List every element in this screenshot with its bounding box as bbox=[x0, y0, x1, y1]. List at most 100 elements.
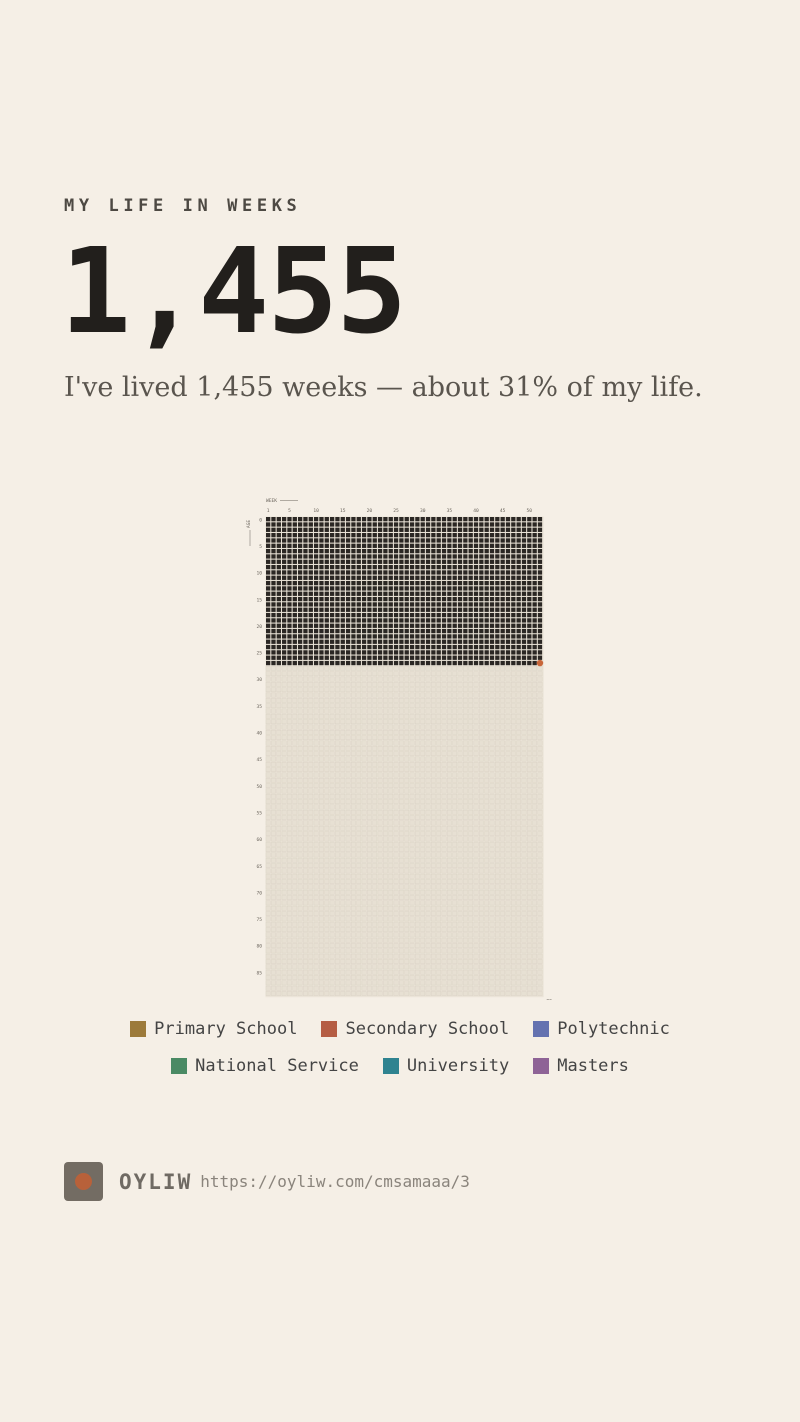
week-cell-future bbox=[521, 969, 527, 975]
week-cell-future bbox=[265, 687, 271, 693]
week-cell-future bbox=[463, 746, 468, 751]
week-cell-future bbox=[500, 692, 505, 698]
week-cell-future bbox=[351, 793, 356, 799]
week-cell-future bbox=[388, 985, 394, 991]
week-cell-future bbox=[489, 772, 495, 778]
week-cell-future bbox=[281, 932, 287, 938]
week-cell-future bbox=[516, 969, 521, 975]
week-cell-future bbox=[329, 863, 335, 868]
week-cell-future bbox=[276, 916, 282, 922]
week-cell-lived bbox=[319, 580, 324, 586]
week-cell-future bbox=[537, 756, 543, 762]
week-cell-future bbox=[292, 809, 298, 815]
week-cell-future bbox=[361, 809, 367, 815]
week-cell-lived bbox=[500, 596, 505, 602]
week-cell-future bbox=[415, 666, 420, 671]
week-cell-lived bbox=[495, 554, 500, 559]
week-cell-future bbox=[281, 964, 287, 970]
week-cell-future bbox=[526, 905, 532, 911]
week-cell-future bbox=[526, 841, 532, 847]
week-cell-lived bbox=[436, 634, 441, 639]
week-cell-future bbox=[393, 921, 399, 927]
week-cell-lived bbox=[505, 548, 511, 554]
week-cell-future bbox=[361, 879, 367, 884]
week-cell-future bbox=[276, 799, 282, 804]
week-cell-future bbox=[532, 980, 537, 986]
week-cell-lived bbox=[399, 575, 404, 580]
week-cell-future bbox=[377, 698, 383, 703]
week-cell-future bbox=[484, 985, 490, 991]
week-cell-future bbox=[425, 857, 431, 863]
week-cell-future bbox=[441, 943, 447, 948]
week-cell-lived bbox=[266, 596, 271, 602]
week-cell-future bbox=[351, 980, 356, 986]
week-cell-lived bbox=[457, 618, 463, 623]
week-cell-future bbox=[500, 815, 505, 820]
week-cell-future bbox=[516, 895, 521, 900]
brand-logo-icon[interactable] bbox=[64, 1162, 103, 1201]
week-cell-future bbox=[441, 714, 447, 719]
week-cell-future bbox=[351, 863, 356, 868]
week-cell-future bbox=[399, 809, 404, 815]
week-cell-future bbox=[521, 857, 527, 863]
week-cell-future bbox=[271, 730, 276, 735]
week-cell-future bbox=[505, 991, 511, 996]
week-cell-lived bbox=[425, 554, 431, 559]
week-cell-future bbox=[415, 884, 420, 890]
week-cell-future bbox=[340, 852, 346, 858]
week-cell-future bbox=[479, 841, 484, 847]
week-cell-future bbox=[281, 719, 287, 725]
week-cell-lived bbox=[457, 650, 463, 655]
week-cell-future bbox=[447, 879, 452, 884]
week-cell-lived bbox=[431, 522, 436, 527]
week-cell-lived bbox=[521, 607, 527, 612]
week-cell-future bbox=[532, 831, 537, 836]
week-cell-future bbox=[511, 895, 516, 900]
week-cell-future bbox=[516, 756, 521, 762]
week-cell-future bbox=[447, 969, 452, 975]
week-cell-future bbox=[495, 911, 500, 916]
week-cell-future bbox=[463, 825, 468, 831]
week-cell-future bbox=[356, 799, 362, 804]
week-cell-future bbox=[457, 991, 463, 996]
week-cell-lived bbox=[377, 548, 383, 554]
week-cell-lived bbox=[361, 596, 367, 602]
week-cell-future bbox=[436, 991, 442, 996]
week-cell-future bbox=[297, 911, 303, 916]
week-cell-future bbox=[393, 708, 399, 714]
week-cell-future bbox=[500, 772, 505, 778]
week-cell-future bbox=[383, 873, 388, 879]
week-cell-future bbox=[532, 687, 537, 693]
week-cell-future bbox=[436, 980, 442, 986]
week-cell-lived bbox=[500, 548, 505, 554]
week-cell-lived bbox=[303, 586, 308, 591]
week-cell-future bbox=[441, 820, 447, 826]
week-cell-future bbox=[479, 682, 484, 687]
week-cell-future bbox=[473, 703, 479, 709]
week-cell-future bbox=[276, 884, 282, 890]
share-url-link[interactable]: https://oyliw.com/cmsamaaa/3 bbox=[200, 1172, 470, 1191]
week-cell-lived bbox=[452, 628, 457, 634]
week-cell-future bbox=[473, 687, 479, 693]
week-cell-future bbox=[431, 799, 436, 804]
week-cell-future bbox=[537, 927, 543, 932]
week-cell-lived bbox=[303, 596, 308, 602]
week-cell-future bbox=[324, 852, 330, 858]
week-cell-future bbox=[281, 756, 287, 762]
week-cell-future bbox=[463, 724, 468, 730]
week-cell-future bbox=[409, 714, 415, 719]
week-cell-future bbox=[484, 756, 490, 762]
week-cell-future bbox=[420, 671, 426, 677]
week-cell-lived bbox=[361, 660, 367, 666]
week-cell-lived bbox=[420, 650, 425, 655]
week-cell-future bbox=[367, 943, 372, 948]
week-cell-future bbox=[431, 714, 436, 719]
week-cell-lived bbox=[271, 639, 276, 644]
week-cell-future bbox=[404, 772, 410, 778]
week-cell-lived bbox=[420, 564, 425, 570]
week-cell-future bbox=[500, 756, 505, 762]
week-cell-future bbox=[367, 666, 372, 671]
week-cell-future bbox=[532, 746, 537, 751]
brand-name[interactable]: OYLIW bbox=[119, 1169, 193, 1194]
week-cell-future bbox=[511, 714, 516, 719]
